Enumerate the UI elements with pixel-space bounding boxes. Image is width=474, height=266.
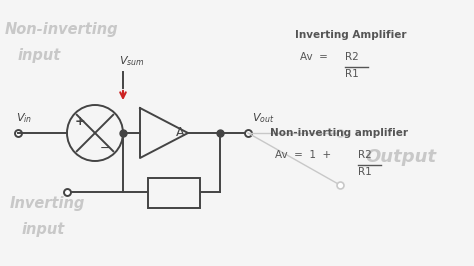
Text: R1: R1 <box>358 167 372 177</box>
Text: input: input <box>22 222 65 237</box>
Text: A: A <box>176 127 185 139</box>
Text: input: input <box>18 48 61 63</box>
Text: Inverting: Inverting <box>10 196 85 211</box>
Text: Av  =: Av = <box>300 52 334 62</box>
Text: Av  =  1  +: Av = 1 + <box>275 150 337 160</box>
Text: R2: R2 <box>358 150 372 160</box>
Text: R1: R1 <box>345 69 359 79</box>
Text: −: − <box>100 142 110 155</box>
Text: Non-inverting amplifier: Non-inverting amplifier <box>270 128 408 138</box>
Text: Non-inverting: Non-inverting <box>5 22 118 37</box>
Text: Output: Output <box>365 148 436 166</box>
Text: B: B <box>170 186 178 200</box>
FancyBboxPatch shape <box>148 178 200 208</box>
Text: +: + <box>74 115 85 128</box>
Text: R2: R2 <box>345 52 359 62</box>
Text: $V_{in}$: $V_{in}$ <box>16 111 32 125</box>
Text: Inverting Amplifier: Inverting Amplifier <box>295 30 407 40</box>
Text: $V_{out}$: $V_{out}$ <box>252 111 274 125</box>
Text: $V_{sum}$: $V_{sum}$ <box>119 54 145 68</box>
